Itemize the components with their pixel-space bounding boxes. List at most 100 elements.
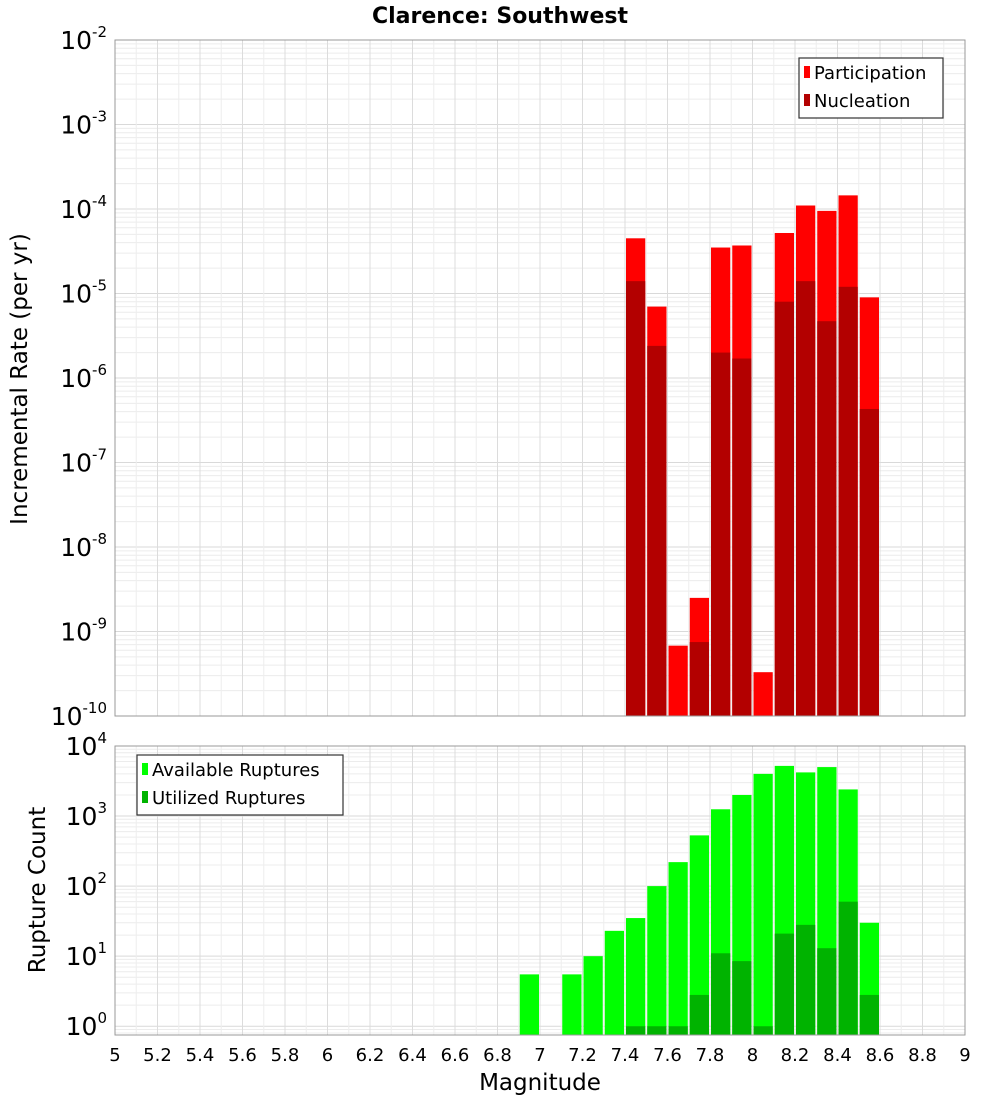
bar-nucleation <box>838 286 858 716</box>
y-tick-base: 10 <box>60 618 92 647</box>
legend-label: Available Ruptures <box>152 760 320 781</box>
y-tick-exponent: -10 <box>83 699 108 717</box>
x-tick-label: 6.8 <box>483 1045 512 1066</box>
bar-nucleation <box>647 345 667 716</box>
y-tick-base: 10 <box>60 111 92 140</box>
y-tick-exponent: -8 <box>92 530 107 548</box>
bar-available-ruptures <box>753 773 773 1035</box>
chart-title: Clarence: Southwest <box>372 4 629 29</box>
y-tick-label: 104 <box>66 729 107 761</box>
bar-nucleation <box>796 281 816 716</box>
legend-label: Participation <box>814 63 926 84</box>
bar-utilized-ruptures <box>774 933 794 1035</box>
bar-available-ruptures <box>604 930 624 1035</box>
y-tick-exponent: -5 <box>92 277 107 295</box>
bar-utilized-ruptures <box>753 1026 773 1035</box>
bar-available-ruptures <box>689 835 709 1035</box>
y-tick-exponent: -3 <box>92 108 107 126</box>
x-tick-label: 8.6 <box>866 1045 895 1066</box>
bar-nucleation <box>817 321 837 716</box>
y-tick-label: 101 <box>66 939 107 971</box>
y-tick-exponent: -4 <box>92 192 107 210</box>
bar-participation <box>753 672 773 716</box>
y-tick-base: 10 <box>66 732 98 761</box>
bar-utilized-ruptures <box>668 1026 688 1035</box>
bar-available-ruptures <box>668 862 688 1035</box>
bar-utilized-ruptures <box>838 901 858 1035</box>
legend-swatch <box>804 94 810 106</box>
y-tick-label: 10-10 <box>51 699 107 731</box>
y-tick-exponent: -9 <box>92 615 107 633</box>
x-tick-label: 5.2 <box>143 1045 172 1066</box>
x-tick-label: 6.6 <box>441 1045 470 1066</box>
y-tick-label: 10-8 <box>60 530 107 562</box>
y-axis-label-count: Rupture Count <box>25 807 51 973</box>
bar-nucleation <box>626 281 646 716</box>
y-tick-base: 10 <box>60 280 92 309</box>
y-tick-base: 10 <box>66 942 98 971</box>
x-tick-label: 5.6 <box>228 1045 257 1066</box>
x-tick-label: 6.4 <box>398 1045 427 1066</box>
legend-swatch <box>804 66 810 78</box>
x-tick-label: 5 <box>109 1045 120 1066</box>
x-tick-label: 8.8 <box>908 1045 937 1066</box>
bar-nucleation <box>689 642 709 716</box>
x-tick-label: 9 <box>959 1045 970 1066</box>
legend-box <box>136 754 344 816</box>
bar-utilized-ruptures <box>732 961 752 1035</box>
y-tick-label: 10-4 <box>60 192 107 224</box>
y-tick-exponent: 1 <box>97 939 107 957</box>
bar-utilized-ruptures <box>796 924 816 1035</box>
y-tick-base: 10 <box>60 364 92 393</box>
y-tick-label: 10-5 <box>60 277 107 309</box>
plot-border <box>114 745 966 1036</box>
bar-utilized-ruptures <box>647 1026 667 1035</box>
x-tick-label: 7.6 <box>653 1045 682 1066</box>
y-tick-base: 10 <box>66 802 98 831</box>
x-axis-ticks: 5 5.2 5.4 5.6 5.8 6 6.2 6.4 6.6 6.8 7 7.2 7.4 7.6 7.8 8… <box>109 1045 970 1066</box>
x-tick-label: 7.2 <box>568 1045 597 1066</box>
x-tick-label: 6.2 <box>356 1045 385 1066</box>
x-tick-label: 5.4 <box>186 1045 215 1066</box>
x-axis-label: Magnitude <box>479 1070 601 1096</box>
y-tick-base: 10 <box>60 26 92 55</box>
legend-swatch <box>142 763 148 775</box>
bar-available-ruptures <box>562 974 582 1035</box>
x-tick-label: 8.2 <box>781 1045 810 1066</box>
legend-label: Utilized Ruptures <box>152 788 305 809</box>
bar-utilized-ruptures <box>817 948 837 1035</box>
y-tick-base: 10 <box>60 449 92 478</box>
y-tick-label: 102 <box>66 869 107 901</box>
bar-nucleation <box>859 408 879 716</box>
bar-nucleation <box>711 352 731 716</box>
y-tick-exponent: -6 <box>92 361 107 379</box>
x-tick-label: 8 <box>747 1045 758 1066</box>
x-tick-label: 7.8 <box>696 1045 725 1066</box>
y-tick-exponent: 0 <box>97 1009 107 1027</box>
legend-box <box>798 57 944 119</box>
bar-utilized-ruptures <box>626 1026 646 1035</box>
y-tick-label: 100 <box>66 1009 107 1041</box>
legend-swatch <box>142 791 148 803</box>
rate-panel: 10-1010-910-810-710-610-510-410-310-2Par… <box>51 23 966 731</box>
x-tick-label: 7.4 <box>611 1045 640 1066</box>
y-tick-base: 10 <box>66 872 98 901</box>
bar-available-ruptures <box>583 956 603 1035</box>
bar-utilized-ruptures <box>711 953 731 1035</box>
x-tick-label: 8.4 <box>823 1045 852 1066</box>
bar-utilized-ruptures <box>689 994 709 1035</box>
y-tick-base: 10 <box>60 195 92 224</box>
y-tick-label: 10-6 <box>60 361 107 393</box>
x-tick-label: 6 <box>322 1045 333 1066</box>
y-tick-exponent: -2 <box>92 23 107 41</box>
y-tick-exponent: 4 <box>97 729 107 747</box>
y-tick-label: 10-3 <box>60 108 107 140</box>
bar-nucleation <box>774 301 794 716</box>
y-tick-base: 10 <box>51 702 83 731</box>
bar-available-ruptures <box>647 886 667 1035</box>
y-tick-label: 10-2 <box>60 23 107 55</box>
y-tick-exponent: 2 <box>97 869 107 887</box>
y-tick-exponent: -7 <box>92 446 107 464</box>
